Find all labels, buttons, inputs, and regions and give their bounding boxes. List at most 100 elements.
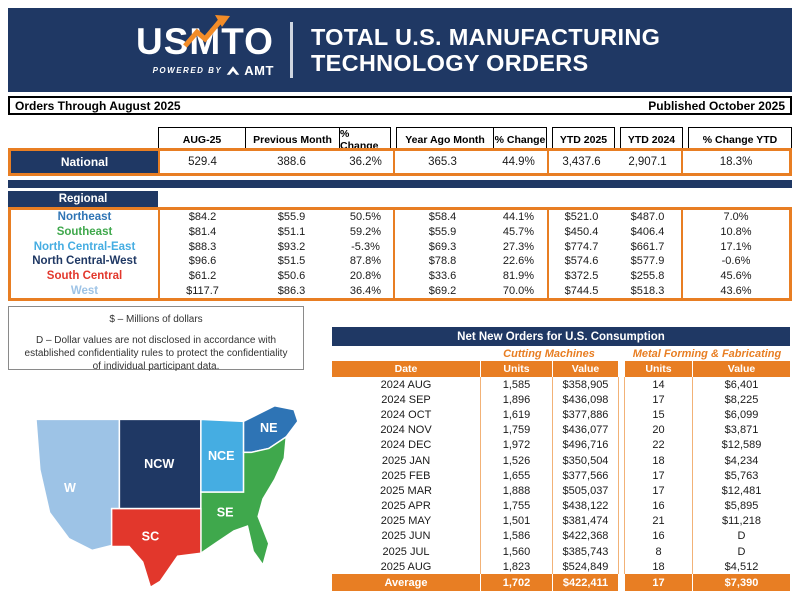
region-value: $50.6 xyxy=(277,269,306,282)
orders-cell: 1,823 xyxy=(480,559,552,575)
region-value: $661.7 xyxy=(630,240,665,253)
orders-cell: 17 xyxy=(624,483,692,499)
region-value: $55.9 xyxy=(277,211,306,224)
region-value: $81.4 xyxy=(158,224,245,240)
orders-cell: 14 xyxy=(624,377,692,393)
notes-box: $ – Millions of dollars D – Dollar value… xyxy=(8,306,304,372)
region-value: $96.6 xyxy=(158,253,245,269)
region-value: -5.3% xyxy=(351,240,380,253)
amt-label: AMT xyxy=(244,62,274,78)
orders-cell: 8 xyxy=(624,544,692,560)
average-cell: $422,411 xyxy=(552,574,618,592)
orders-cell: 1,755 xyxy=(480,498,552,514)
region-label: South Central xyxy=(46,269,123,282)
region-value: $450.4 xyxy=(547,224,614,240)
orders-cell: $11,218 xyxy=(692,513,790,529)
region-value: 36.4% xyxy=(349,284,382,297)
orders-cell: 21 xyxy=(624,513,692,529)
national-value: 529.4 xyxy=(158,151,245,173)
powered-by-label: POWERED BY xyxy=(152,65,223,75)
national-value: 2,907.1 xyxy=(628,156,667,168)
region-value: 43.6% xyxy=(681,283,789,298)
region-value: $255.8 xyxy=(630,269,665,282)
column-gap xyxy=(618,437,624,453)
region-value: $372.5 xyxy=(547,268,614,284)
orders-cell: $377,566 xyxy=(552,468,618,484)
col-header-value-metal: Value xyxy=(692,361,790,377)
orders-cell: 1,888 xyxy=(480,483,552,499)
region-value: $51.5 xyxy=(277,255,306,268)
orders-cell: $5,895 xyxy=(692,498,790,514)
group-metal-forming-fabricating: Metal Forming & Fabricating xyxy=(632,347,782,360)
usmto-logo: USMTO POWERED BY AMT xyxy=(136,14,274,78)
orders-cell: 1,501 xyxy=(480,513,552,529)
orders-cell: 2024 SEP xyxy=(381,393,431,406)
net-new-orders-table: Net New Orders for U.S. Consumption Cutt… xyxy=(332,327,790,592)
column-gap xyxy=(618,574,624,592)
map-label-west: W xyxy=(64,481,76,495)
orders-cell: 2024 OCT xyxy=(380,408,432,421)
region-value: $406.4 xyxy=(630,225,665,238)
group-cutting-machines: Cutting Machines xyxy=(503,347,595,360)
column-gap xyxy=(618,407,624,423)
orders-group-header: Cutting Machines Metal Forming & Fabrica… xyxy=(332,346,790,361)
powered-by-amt: POWERED BY AMT xyxy=(153,63,274,78)
national-value: 44.9% xyxy=(502,156,535,168)
column-gap xyxy=(618,377,624,393)
orders-cell: $524,849 xyxy=(552,559,618,575)
col-header-date: Date xyxy=(332,361,480,377)
orders-cell: $3,871 xyxy=(692,422,790,438)
orders-row: 2025 JUN 1,586 $422,368 16 D xyxy=(332,528,790,545)
orders-row: 2025 JAN 1,526 $350,504 18 $4,234 xyxy=(332,452,790,469)
summary-header-row: AUG-25 Previous Month% Change Year Ago Mon… xyxy=(8,127,792,153)
orders-cell: $6,401 xyxy=(692,377,790,393)
orders-cell: 2025 JAN xyxy=(381,454,431,467)
orders-cell: $385,743 xyxy=(552,544,618,560)
map-label-sc: SC xyxy=(142,530,160,544)
region-value: 59.2% xyxy=(349,225,382,238)
region-label: Northeast xyxy=(57,211,112,224)
region-value: $574.6 xyxy=(547,253,614,269)
column-gap xyxy=(618,498,624,514)
orders-cell: 16 xyxy=(624,528,692,545)
region-value: $518.3 xyxy=(630,284,665,297)
orders-cell: 1,655 xyxy=(480,468,552,484)
orders-row: 2024 NOV 1,759 $436,077 20 $3,871 xyxy=(332,422,790,438)
orders-cell: 1,972 xyxy=(480,437,552,453)
orders-cell: 1,526 xyxy=(480,452,552,469)
column-gap xyxy=(618,392,624,408)
region-value: $86.3 xyxy=(277,284,306,297)
orders-table-title: Net New Orders for U.S. Consumption xyxy=(332,327,790,346)
report-title-line1: TOTAL U.S. MANUFACTURING xyxy=(310,23,661,50)
summary-col-header: YTD 2025 xyxy=(552,127,615,153)
region-value: 10.8% xyxy=(681,224,789,240)
region-value: 45.7% xyxy=(502,225,535,238)
region-value: $577.9 xyxy=(630,255,665,268)
report-title-line2: TECHNOLOGY ORDERS xyxy=(310,50,589,76)
column-gap xyxy=(618,452,624,469)
map-label-se: SE xyxy=(217,505,234,519)
orders-cell: $505,037 xyxy=(552,483,618,499)
national-value: 3,437.6 xyxy=(547,151,614,173)
report-header: USMTO POWERED BY AMT TOTAL U.S. MANUFACT… xyxy=(8,8,792,92)
average-cell: 17 xyxy=(624,574,692,592)
header-divider xyxy=(289,22,293,78)
map-label-ne: NE xyxy=(260,421,278,435)
orders-cell: 17 xyxy=(624,468,692,484)
col-header-value-cut: Value xyxy=(552,361,618,377)
orders-cell: 1,619 xyxy=(480,407,552,423)
growth-arrow-icon xyxy=(183,14,230,48)
orders-cell: 1,560 xyxy=(480,544,552,560)
orders-cell: 2025 APR xyxy=(381,500,431,513)
regional-section-label: Regional xyxy=(8,191,158,207)
orders-cell: 2024 NOV xyxy=(380,424,432,437)
orders-cell: 22 xyxy=(624,437,692,453)
usmto-wordmark: USMTO xyxy=(136,14,274,60)
published-label: Published October 2025 xyxy=(648,98,785,113)
map-region-west xyxy=(35,418,121,552)
section-divider-bar xyxy=(8,180,792,188)
orders-cell: 18 xyxy=(624,452,692,469)
region-value: $61.2 xyxy=(158,268,245,284)
orders-cell: $377,886 xyxy=(552,407,618,423)
average-cell: Average xyxy=(332,574,480,592)
